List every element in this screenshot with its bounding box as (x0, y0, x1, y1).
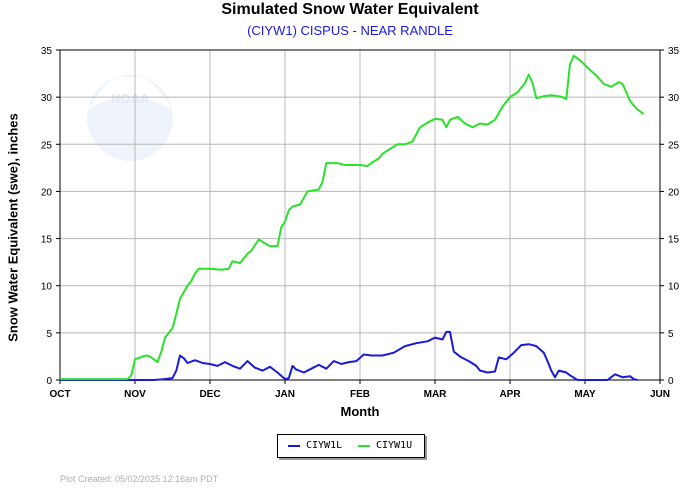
series-line-ciyw1l (60, 330, 638, 381)
series-layer (60, 54, 645, 381)
chart-subtitle: (CIYW1) CISPUS - NEAR RANDLE (247, 23, 453, 38)
legend-item-ciyw1u: CIYW1U (358, 440, 412, 451)
x-tick-label: NOV (124, 389, 146, 400)
legend-swatch-ciyw1u (358, 444, 370, 447)
y-tick-label-right: 15 (668, 235, 680, 246)
x-tick-label: MAR (424, 389, 448, 400)
y-tick-label-right: 35 (668, 46, 680, 57)
y-tick-label-right: 0 (668, 376, 674, 387)
noaa-logo-circle (87, 75, 173, 161)
y-tick-label-left: 30 (41, 93, 53, 104)
y-tick-label-left: 0 (46, 376, 52, 387)
series-line-ciyw1u (60, 54, 645, 381)
y-axis-label: Snow Water Equivalent (swe), inches (5, 113, 21, 342)
y-tick-label-right: 20 (668, 187, 680, 198)
y-axis-right: 0 5 10 15 20 25 30 35 (660, 46, 680, 387)
noaa-logo-text: NOAA (111, 91, 150, 106)
x-tick-label: JUN (650, 389, 670, 400)
x-tick-label: APR (499, 389, 521, 400)
legend-item-ciyw1l: CIYW1L (288, 440, 342, 451)
grid-lines (60, 50, 660, 380)
x-axis: OCT NOV DEC JAN FEB MAR APR MAY JUN (49, 380, 670, 400)
y-tick-label-left: 15 (41, 235, 53, 246)
y-tick-label-left: 35 (41, 46, 53, 57)
y-tick-label-right: 30 (668, 93, 680, 104)
x-tick-label: DEC (199, 389, 220, 400)
x-tick-label: MAY (574, 389, 596, 400)
noaa-logo-watermark: NOAA (87, 75, 173, 161)
y-tick-label-left: 10 (41, 282, 53, 293)
legend-swatch-ciyw1l (288, 444, 300, 447)
y-tick-label-left: 25 (41, 140, 53, 151)
x-tick-label: JAN (275, 389, 295, 400)
x-axis-label: Month (340, 404, 380, 419)
legend-label-ciyw1u: CIYW1U (376, 440, 413, 451)
y-tick-label-right: 5 (668, 329, 674, 340)
y-tick-label-left: 5 (46, 329, 52, 340)
plot-created-footer: Plot Created: 05/02/2025 12:16am PDT (60, 474, 219, 484)
x-tick-label: OCT (49, 389, 70, 400)
chart-title: Simulated Snow Water Equivalent (221, 1, 479, 18)
y-tick-label-left: 20 (41, 187, 53, 198)
y-axis-left: 0 5 10 15 20 25 30 35 (41, 46, 60, 387)
legend-label-ciyw1l: CIYW1L (306, 440, 343, 451)
noaa-logo-bird (88, 76, 172, 110)
x-tick-label: FEB (350, 389, 370, 400)
legend: CIYW1L CIYW1U (277, 434, 425, 458)
y-tick-label-right: 10 (668, 282, 680, 293)
y-tick-label-right: 25 (668, 140, 680, 151)
